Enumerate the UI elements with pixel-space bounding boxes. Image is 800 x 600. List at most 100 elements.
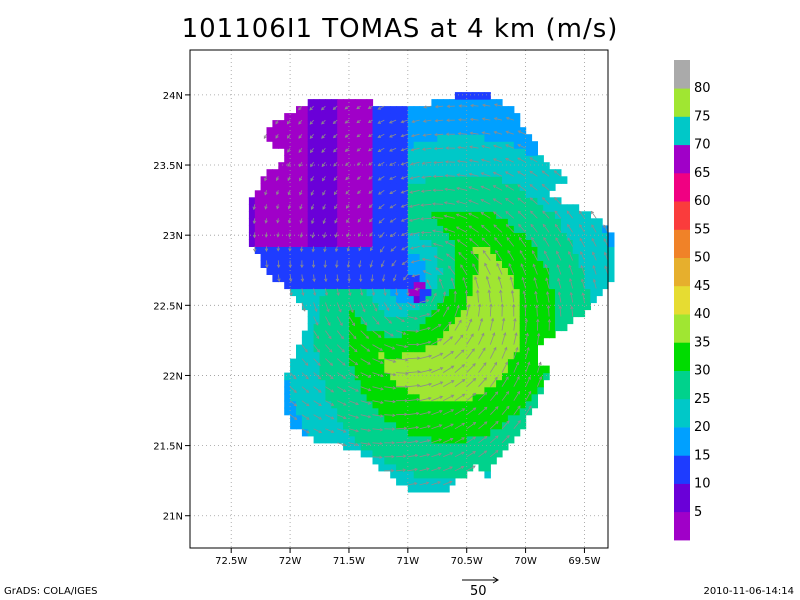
wind-speed-cell <box>413 407 421 416</box>
wind-speed-cell <box>266 260 273 268</box>
wind-speed-cell <box>360 113 368 121</box>
wind-speed-cell <box>390 134 397 142</box>
wind-speed-cell <box>272 204 279 212</box>
wind-speed-cell <box>325 288 332 297</box>
wind-speed-cell <box>519 232 527 240</box>
wind-vector-head <box>442 291 447 295</box>
wind-speed-cell <box>272 218 279 226</box>
wind-speed-cell <box>290 239 297 247</box>
wind-speed-cell <box>443 190 450 198</box>
wind-speed-cell <box>301 246 309 254</box>
wind-speed-cell <box>396 449 403 458</box>
wind-speed-cell <box>284 190 291 198</box>
wind-speed-cell <box>496 330 503 339</box>
wind-vector <box>468 172 479 177</box>
wind-speed-cell <box>290 141 297 149</box>
wind-speed-cell <box>431 288 438 297</box>
wind-vector-head <box>496 262 500 267</box>
wind-vector-shaft <box>390 246 397 252</box>
wind-vector <box>482 103 491 108</box>
wind-speed-cell <box>284 162 291 170</box>
wind-vector-head <box>506 236 510 241</box>
wind-speed-cell <box>466 260 474 268</box>
wind-speed-cell <box>431 225 438 233</box>
wind-vector-shaft <box>360 344 370 352</box>
wind-vector <box>336 288 340 297</box>
wind-vector <box>537 376 543 387</box>
wind-speed-cell <box>390 120 397 128</box>
wind-speed-cell <box>407 295 415 304</box>
wind-speed-cell <box>496 428 503 437</box>
wind-vector <box>299 232 304 239</box>
wind-vector-shaft <box>313 414 322 420</box>
wind-vector-head <box>400 148 405 152</box>
wind-speed-cell <box>378 442 385 451</box>
wind-speed-cell <box>466 456 474 465</box>
wind-speed-cell <box>466 218 474 226</box>
wind-vector <box>396 385 409 389</box>
wind-speed-cell <box>460 148 468 156</box>
wind-vector <box>310 204 315 210</box>
wind-speed-cell <box>484 190 491 198</box>
wind-speed-cell <box>602 274 609 283</box>
wind-speed-cell <box>449 176 456 184</box>
wind-speed-cell <box>396 134 403 142</box>
wind-speed-cell <box>449 358 456 367</box>
wind-speed-cell <box>396 162 403 170</box>
wind-speed-cell <box>454 470 462 479</box>
wind-vector <box>542 223 550 233</box>
wind-vector-head <box>494 237 498 241</box>
wind-vector-shaft <box>325 316 331 326</box>
wind-vector-shaft <box>323 232 326 238</box>
wind-speed-cell <box>578 309 586 318</box>
wind-vector <box>554 197 562 205</box>
wind-speed-cell <box>378 253 385 261</box>
wind-vector-head <box>367 401 372 405</box>
wind-speed-cell <box>349 358 356 367</box>
wind-vector-head <box>553 170 558 174</box>
wind-speed-cell <box>507 253 515 261</box>
wind-speed-cell <box>284 260 291 268</box>
wind-vector <box>356 119 361 124</box>
wind-vector-shaft <box>301 372 309 380</box>
wind-vector-head <box>368 204 373 209</box>
wind-speed-cell <box>502 288 509 297</box>
wind-speed-cell <box>454 407 462 416</box>
wind-speed-cell <box>419 162 427 170</box>
wind-speed-cell <box>490 267 497 275</box>
wind-speed-cell <box>390 148 397 156</box>
wind-speed-cell <box>331 106 338 114</box>
wind-speed-cell <box>360 365 368 374</box>
wind-speed-cell <box>466 246 474 254</box>
wind-vector <box>313 344 321 353</box>
wind-vector-head <box>305 389 310 393</box>
wind-vector <box>546 304 551 317</box>
wind-vector <box>420 230 432 235</box>
wind-speed-cell <box>384 113 391 121</box>
wind-speed-cell <box>437 470 444 479</box>
wind-speed-cell <box>319 281 326 290</box>
wind-vector-head <box>404 398 409 403</box>
wind-vector-head <box>505 130 510 134</box>
wind-vector <box>276 232 280 238</box>
wind-speed-cell <box>325 316 332 325</box>
wind-speed-cell <box>313 309 321 318</box>
wind-vector-shaft <box>580 265 585 275</box>
wind-speed-cell <box>490 295 497 304</box>
wind-vector-head <box>357 190 361 195</box>
wind-speed-cell <box>543 365 550 374</box>
wind-vector <box>435 267 444 275</box>
wind-vector <box>553 170 562 177</box>
wind-speed-cell <box>490 134 497 142</box>
wind-speed-cell <box>343 316 350 325</box>
wind-vector-head <box>468 225 472 229</box>
wind-vector-head <box>504 184 509 188</box>
wind-speed-cell <box>437 274 444 283</box>
wind-speed-cell <box>466 239 474 247</box>
wind-speed-cell <box>325 260 332 268</box>
wind-vector <box>360 330 370 339</box>
wind-vector <box>501 317 506 331</box>
wind-speed-cell <box>360 253 368 261</box>
wind-speed-cell <box>366 316 374 325</box>
